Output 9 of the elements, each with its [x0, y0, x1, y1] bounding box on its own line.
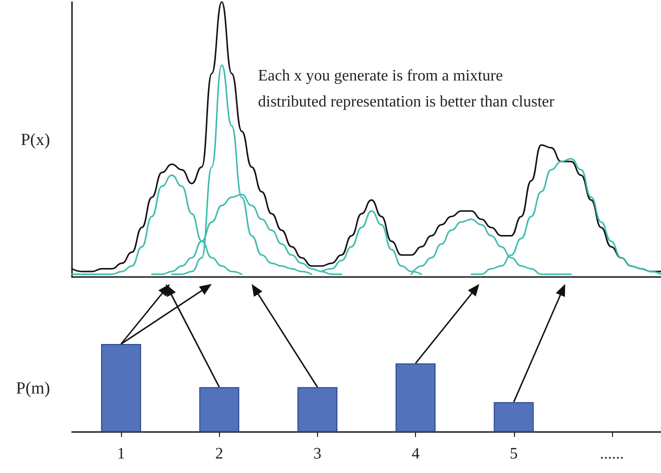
- x-tick-label: 5: [510, 446, 518, 462]
- x-tick-label: 1: [117, 446, 126, 462]
- x-tick-label: 4: [412, 446, 420, 462]
- x-tick-label: 3: [313, 446, 322, 462]
- x-tick-label: ......: [600, 446, 624, 462]
- y-axis-title: P(x): [20, 130, 50, 149]
- x-tick-label: 2: [215, 446, 224, 462]
- y-axis-title: P(m): [16, 378, 50, 398]
- annotation: Each x you generate is from a mixture distributed representation is better than cluster: [258, 68, 556, 110]
